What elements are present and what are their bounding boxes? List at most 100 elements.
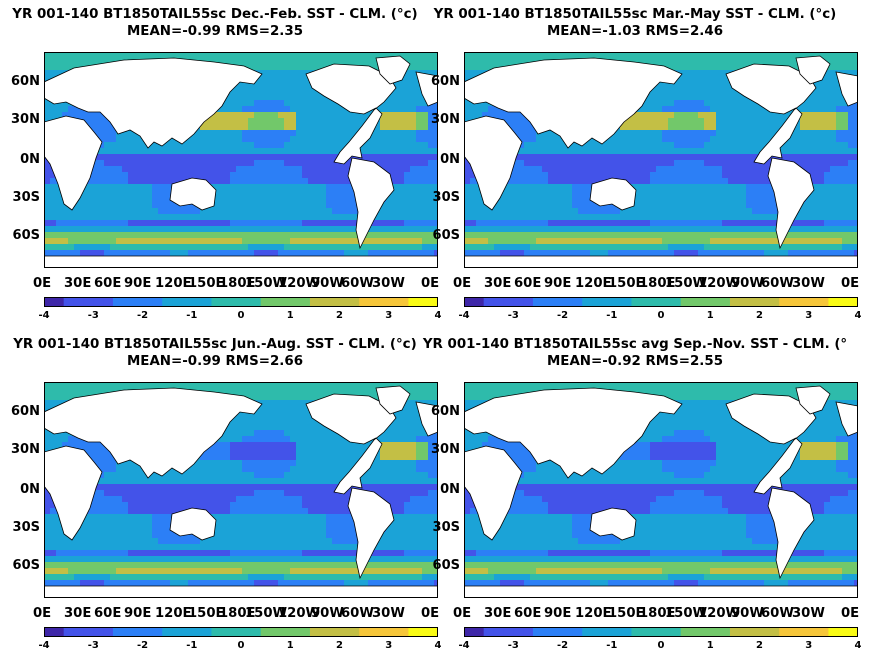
- lon-label: 0E: [841, 606, 860, 621]
- colorbar-tick-label: -2: [556, 310, 569, 321]
- lon-label: 120W: [278, 606, 321, 621]
- lat-label: 60S: [432, 558, 460, 573]
- colorbar-tick-label: -3: [507, 640, 519, 651]
- lon-label: 60W: [341, 276, 374, 291]
- panel-title-line1: YR 001-140 BT1850TAIL55sc Dec.-Feb. SST …: [12, 7, 418, 22]
- land-mass: [44, 57, 263, 149]
- land-mass: [347, 157, 395, 250]
- colorbar-tick-label: 2: [336, 640, 343, 651]
- lon-label: 60E: [514, 276, 542, 291]
- panel-stats: MEAN=-0.92 RMS=2.55: [546, 354, 724, 369]
- land-mass: [415, 71, 438, 107]
- land-mass: [589, 177, 637, 211]
- panel-title-line1: YR 001-140 BT1850TAIL55sc Mar.-May SST -…: [433, 7, 837, 22]
- colorbar-tick-label: -4: [38, 310, 50, 321]
- colorbar-ticks: -4 -3 -2 -1 0 1 2 3 4: [458, 310, 864, 322]
- panel-title-line1: YR 001-140 BT1850TAIL55sc Jun.-Aug. SST …: [13, 337, 417, 352]
- colorbar-tick-label: 2: [756, 310, 763, 321]
- lon-label: 30W: [372, 276, 405, 291]
- map-panel: YR 001-140 BT1850TAIL55sc Mar.-May SST -…: [420, 6, 861, 326]
- panel-title: YR 001-140 BT1850TAIL55sc Dec.-Feb. SST …: [0, 6, 430, 40]
- panel-stats: MEAN=-0.99 RMS=2.35: [126, 24, 304, 39]
- lon-label: 30E: [64, 276, 92, 291]
- lon-label: 90W: [731, 276, 764, 291]
- land-mass: [375, 385, 411, 415]
- land-mass: [725, 63, 817, 165]
- colorbar-ticks: -4 -3 -2 -1 0 1 2 3 4: [38, 640, 444, 652]
- lon-label: 90E: [124, 606, 152, 621]
- land-mass: [44, 115, 103, 211]
- lon-label: 60E: [514, 606, 542, 621]
- map-frame: [464, 382, 858, 598]
- land-mass: [347, 487, 395, 580]
- panel-title: YR 001-140 BT1850TAIL55sc Mar.-May SST -…: [420, 6, 850, 40]
- panel-title-line1: YR 001-140 BT1850TAIL55sc avg Sep.-Nov. …: [422, 337, 848, 352]
- map-panel: YR 001-140 BT1850TAIL55sc Dec.-Feb. SST …: [0, 6, 441, 326]
- land-mass: [464, 387, 683, 479]
- sst-map: [464, 382, 858, 598]
- lon-label: 60W: [341, 606, 374, 621]
- map-panel: YR 001-140 BT1850TAIL55sc avg Sep.-Nov. …: [420, 336, 862, 656]
- lon-label: 30W: [792, 276, 825, 291]
- land-mass: [464, 255, 858, 268]
- lon-axis: 0E 30E 60E 90E 120E 150E 180E 150W 120W 90W 60W 30W…: [33, 276, 453, 292]
- sst-map: [44, 52, 438, 268]
- map-frame: [44, 52, 438, 268]
- lon-label: 180E: [639, 606, 676, 621]
- lon-axis: 0E 30E 60E 90E 120E 150E 180E 150W 120W 90W 60W 30W…: [453, 276, 873, 292]
- colorbar-tick-label: 1: [706, 640, 714, 651]
- lon-label: 120W: [278, 276, 321, 291]
- land-mass: [464, 115, 523, 211]
- lat-label: 60N: [431, 404, 460, 419]
- land-mass: [795, 385, 831, 415]
- colorbar-tick-label: -1: [186, 310, 198, 321]
- lon-axis: 0E 30E 60E 90E 120E 150E 180E 150W 120W 90W 60W 30W…: [453, 606, 873, 622]
- colorbar-tick-label: 3: [385, 640, 393, 651]
- lat-label: 60S: [12, 228, 40, 243]
- colorbar-tick-label: -3: [87, 640, 99, 651]
- colorbar: [464, 627, 858, 637]
- lon-label: 0E: [421, 276, 440, 291]
- colorbar-tick-label: 0: [657, 640, 665, 651]
- lon-label: 120E: [575, 276, 612, 291]
- colorbar: [44, 297, 438, 307]
- lon-label: 150E: [188, 606, 225, 621]
- colorbar-tick-label: 4: [434, 310, 442, 321]
- land-mass: [44, 387, 263, 479]
- colorbar: [44, 627, 438, 637]
- colorbar-tick-label: 2: [756, 640, 763, 651]
- colorbar: [464, 297, 858, 307]
- lat-label: 30N: [11, 442, 40, 457]
- land-mass: [375, 55, 411, 85]
- lon-label: 150E: [608, 276, 645, 291]
- lon-label: 0E: [453, 276, 472, 291]
- colorbar-tick-label: 3: [805, 640, 813, 651]
- land-mass: [305, 63, 397, 165]
- lat-label: 30N: [11, 112, 40, 127]
- lat-label: 60S: [432, 228, 460, 243]
- lon-label: 150E: [188, 276, 225, 291]
- lat-label: 0N: [440, 152, 460, 167]
- lon-label: 0E: [453, 606, 472, 621]
- colorbar-tick-label: 4: [854, 310, 862, 321]
- land-mass: [464, 57, 683, 149]
- lat-label: 60N: [11, 404, 40, 419]
- land-mass: [44, 585, 438, 598]
- lon-label: 120E: [155, 606, 192, 621]
- colorbar-tick-label: -4: [38, 640, 50, 651]
- colorbar-tick-label: -1: [606, 310, 618, 321]
- colorbar-tick-label: 2: [336, 310, 343, 321]
- map-frame: [44, 382, 438, 598]
- lon-label: 180E: [219, 606, 256, 621]
- land-mass: [795, 55, 831, 85]
- lat-label: 30S: [12, 520, 40, 535]
- colorbar-tick-label: 0: [237, 640, 245, 651]
- colorbar-tick-label: 1: [286, 640, 294, 651]
- colorbar-tick-label: 1: [706, 310, 714, 321]
- lon-label: 60W: [761, 276, 794, 291]
- lon-label: 90E: [544, 606, 572, 621]
- sst-map: [44, 382, 438, 598]
- lat-label: 60N: [11, 74, 40, 89]
- lon-label: 120E: [575, 606, 612, 621]
- lat-label: 30S: [12, 190, 40, 205]
